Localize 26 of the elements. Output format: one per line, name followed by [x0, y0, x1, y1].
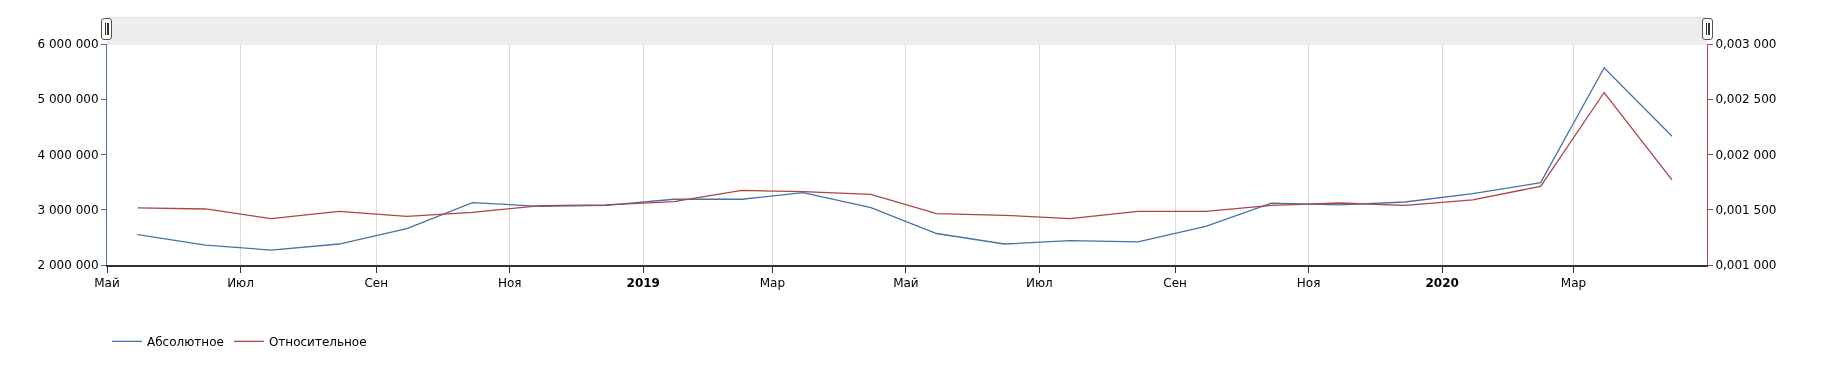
x-tick-label: Июл [1026, 276, 1053, 291]
line-series [136, 91, 1673, 220]
x-tick-label: Сен [1163, 276, 1187, 291]
y2-tick-label: 0,001 500 [1715, 202, 1777, 217]
x-tick-label: Ноя [1296, 276, 1321, 291]
x-tick-label: Июл [227, 276, 254, 291]
x-tick-label: Ноя [497, 276, 522, 291]
x-tick-label: 2019 [626, 276, 660, 291]
y2-tick-label: 0,003 000 [1715, 37, 1777, 52]
y-tick-label: 3 000 000 [37, 202, 99, 217]
y-tick-label: 2 000 000 [37, 258, 99, 273]
x-tick-label: Май [94, 276, 120, 291]
legend-label: Абсолютное [147, 335, 224, 350]
y-tick-label: 5 000 000 [37, 92, 99, 107]
line-series [136, 67, 1673, 251]
y2-tick-label: 0,002 500 [1715, 92, 1777, 107]
x-tick-label: Май [893, 276, 919, 291]
y2-tick-label: 0,001 000 [1715, 258, 1777, 273]
x-tick-label: Мар [759, 276, 786, 291]
x-tick-label: Мар [1560, 276, 1587, 291]
x-tick-label: Сен [364, 276, 389, 291]
y-tick-label: 6 000 000 [37, 37, 99, 52]
legend-label: Относительное [268, 335, 367, 350]
y-tick-label: 4 000 000 [37, 147, 99, 162]
y2-tick-label: 0,002 000 [1715, 147, 1777, 162]
x-tick-label: 2020 [1425, 276, 1459, 291]
